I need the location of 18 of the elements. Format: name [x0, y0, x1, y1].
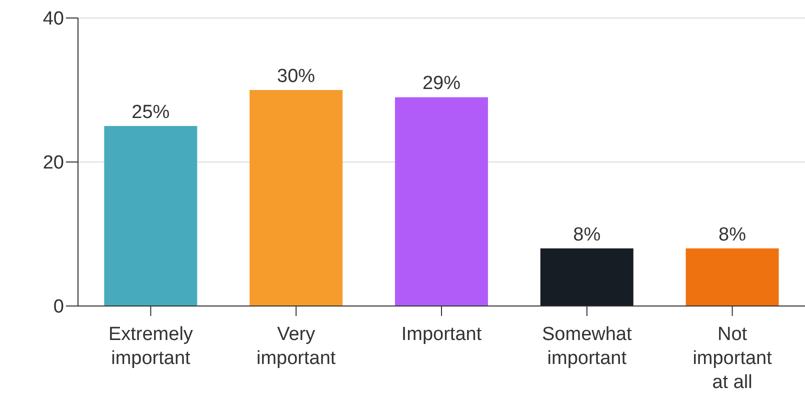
bar	[104, 126, 198, 306]
x-tick-label: Important	[401, 324, 482, 345]
y-tick-label: 0	[53, 296, 64, 318]
data-label: 8%	[573, 224, 601, 246]
y-tick-label: 20	[42, 152, 64, 174]
x-tick-label: Very important	[256, 324, 336, 369]
y-tick-label: 40	[42, 8, 64, 30]
bar	[394, 97, 488, 306]
bar	[686, 248, 779, 306]
data-label: 25%	[132, 102, 170, 123]
data-label: 29%	[422, 73, 461, 94]
bar	[250, 90, 343, 306]
data-label: 8%	[718, 224, 746, 246]
x-tick-label: Extremely important	[108, 324, 194, 369]
x-tick-label: Somewhat important	[542, 324, 632, 369]
x-tick-label: Not important at all	[692, 324, 773, 393]
data-label: 30%	[277, 66, 316, 87]
bar	[540, 248, 634, 306]
